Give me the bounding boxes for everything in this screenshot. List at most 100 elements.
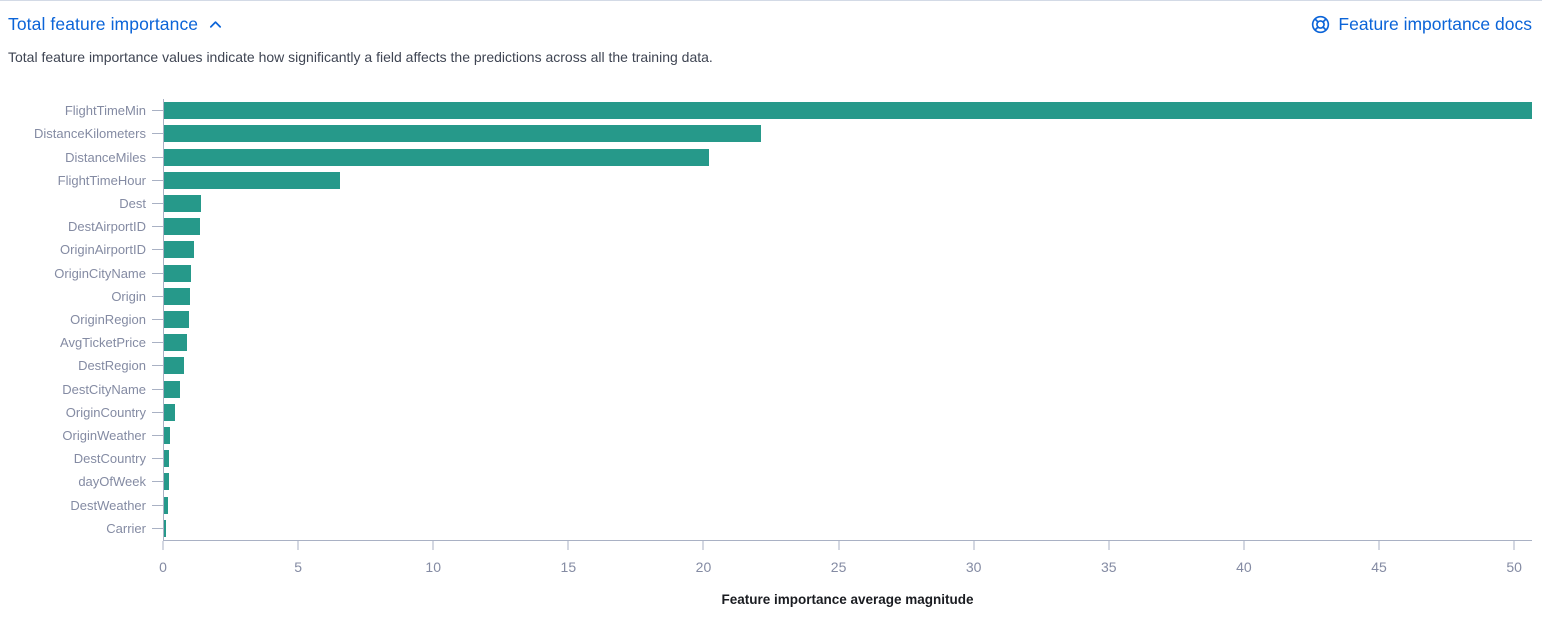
bar-area bbox=[163, 331, 1532, 355]
y-tick-mark bbox=[152, 388, 163, 390]
x-tick-mark bbox=[1243, 541, 1245, 550]
x-tick-label: 50 bbox=[1506, 559, 1522, 575]
chart-row: dayOfWeek bbox=[0, 470, 1542, 494]
category-label: DestAirportID bbox=[67, 219, 146, 235]
docs-link[interactable]: Feature importance docs bbox=[1311, 14, 1532, 35]
category-label: DestRegion bbox=[78, 358, 146, 374]
bar-area bbox=[163, 145, 1532, 169]
section-description: Total feature importance values indicate… bbox=[8, 49, 713, 65]
bar[interactable] bbox=[164, 426, 170, 444]
bar[interactable] bbox=[164, 519, 166, 537]
chart-row: DestWeather bbox=[0, 493, 1542, 517]
bar[interactable] bbox=[164, 496, 169, 514]
category-label: OriginCountry bbox=[65, 404, 146, 420]
x-tick-label: 30 bbox=[965, 559, 982, 575]
x-tick-label: 25 bbox=[830, 559, 847, 575]
bar-area bbox=[163, 168, 1532, 192]
y-tick-mark bbox=[152, 202, 163, 204]
bar[interactable] bbox=[164, 310, 189, 328]
bar-area bbox=[163, 516, 1532, 540]
bar-area bbox=[163, 99, 1532, 123]
bar[interactable] bbox=[164, 148, 710, 166]
y-tick-mark bbox=[152, 318, 163, 320]
bar-area bbox=[163, 447, 1532, 471]
x-tick-label: 20 bbox=[695, 559, 712, 575]
bar[interactable] bbox=[164, 287, 190, 305]
chart-row: DestCityName bbox=[0, 377, 1542, 401]
section-title[interactable]: Total feature importance bbox=[8, 14, 199, 34]
x-tick-label: 45 bbox=[1371, 559, 1387, 575]
y-tick-mark bbox=[152, 434, 163, 436]
x-axis: 0 5 10 15 20 25 30 35 40 45 50 bbox=[159, 540, 1532, 586]
bar-area bbox=[163, 493, 1532, 517]
chevron-up-icon[interactable] bbox=[208, 17, 223, 32]
category-label: Dest bbox=[119, 195, 146, 211]
bar[interactable] bbox=[164, 102, 1532, 120]
chart-row: DestCountry bbox=[0, 447, 1542, 471]
y-tick-mark bbox=[152, 365, 163, 367]
bar[interactable] bbox=[164, 450, 170, 468]
chart-row: DistanceMiles bbox=[0, 145, 1542, 169]
bar[interactable] bbox=[164, 357, 184, 375]
chart-row: DestAirportID bbox=[0, 215, 1542, 239]
chart-rows: FlightTimeMin DistanceKilometers DistanceM… bbox=[0, 99, 1542, 540]
bar-area bbox=[163, 400, 1532, 424]
x-tick-label: 15 bbox=[560, 559, 577, 575]
x-tick-label: 35 bbox=[1101, 559, 1117, 575]
bar[interactable] bbox=[164, 403, 176, 421]
bar[interactable] bbox=[164, 380, 181, 398]
y-tick-mark bbox=[152, 411, 163, 413]
y-tick-mark bbox=[152, 342, 163, 344]
category-label: FlightTimeHour bbox=[57, 172, 146, 188]
x-tick-label: 5 bbox=[294, 559, 303, 575]
category-label: OriginCityName bbox=[54, 265, 146, 281]
x-tick-mark bbox=[1378, 541, 1380, 550]
bar-area bbox=[163, 191, 1532, 216]
category-label: DestCountry bbox=[73, 451, 146, 467]
bar[interactable] bbox=[164, 473, 170, 491]
bar-area bbox=[163, 122, 1532, 146]
x-tick-mark bbox=[162, 541, 164, 550]
bar[interactable] bbox=[164, 194, 201, 212]
chart-row: Dest bbox=[0, 191, 1542, 216]
bar[interactable] bbox=[164, 264, 191, 282]
bar-area bbox=[163, 238, 1532, 262]
x-tick-mark bbox=[838, 541, 840, 550]
section-collapse-toggle[interactable]: Total feature importance bbox=[8, 14, 223, 35]
category-label: Carrier bbox=[106, 520, 146, 536]
bar-area bbox=[163, 470, 1532, 494]
category-label: Origin bbox=[111, 288, 146, 304]
docs-link-label[interactable]: Feature importance docs bbox=[1338, 14, 1532, 34]
y-tick-mark bbox=[152, 527, 163, 529]
category-label: dayOfWeek bbox=[78, 474, 146, 490]
category-label: AvgTicketPrice bbox=[60, 335, 146, 351]
x-tick-label: 40 bbox=[1236, 559, 1252, 575]
x-tick-mark bbox=[432, 541, 434, 550]
chart-row: FlightTimeHour bbox=[0, 168, 1542, 192]
bar[interactable] bbox=[164, 334, 187, 352]
y-tick-mark bbox=[152, 249, 163, 251]
feature-importance-chart[interactable]: FlightTimeMin DistanceKilometers DistanceM… bbox=[0, 99, 1542, 607]
category-label: DestCityName bbox=[62, 381, 146, 397]
bar[interactable] bbox=[164, 218, 200, 236]
chart-row: OriginCityName bbox=[0, 261, 1542, 285]
bar[interactable] bbox=[164, 125, 761, 143]
bar-area bbox=[163, 423, 1532, 448]
x-tick-mark bbox=[702, 541, 704, 550]
category-label: DistanceKilometers bbox=[34, 126, 146, 142]
chart-row: Origin bbox=[0, 284, 1542, 308]
chart-row: OriginCountry bbox=[0, 400, 1542, 424]
chart-row: DestRegion bbox=[0, 354, 1542, 378]
x-tick-mark bbox=[567, 541, 569, 550]
chart-row: OriginRegion bbox=[0, 307, 1542, 332]
y-tick-mark bbox=[152, 295, 163, 297]
bar[interactable] bbox=[164, 241, 194, 259]
x-tick-mark bbox=[1108, 541, 1110, 550]
x-axis-title: Feature importance average magnitude bbox=[721, 592, 974, 607]
y-tick-mark bbox=[152, 504, 163, 506]
chart-row: Carrier bbox=[0, 516, 1542, 540]
x-tick-mark bbox=[973, 541, 975, 550]
bar[interactable] bbox=[164, 171, 340, 189]
bar-area bbox=[163, 307, 1532, 332]
panel-top-border bbox=[0, 0, 1542, 1]
